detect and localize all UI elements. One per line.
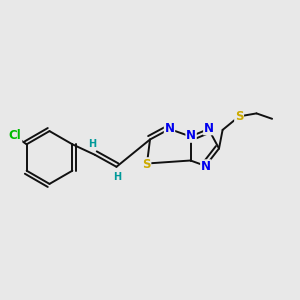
Text: H: H xyxy=(88,139,97,149)
Text: S: S xyxy=(235,110,243,123)
Text: N: N xyxy=(164,122,175,135)
Text: S: S xyxy=(142,158,151,171)
Text: H: H xyxy=(113,172,122,182)
Text: N: N xyxy=(204,122,214,135)
Text: N: N xyxy=(201,160,211,173)
Text: N: N xyxy=(186,129,196,142)
Text: Cl: Cl xyxy=(9,129,22,142)
